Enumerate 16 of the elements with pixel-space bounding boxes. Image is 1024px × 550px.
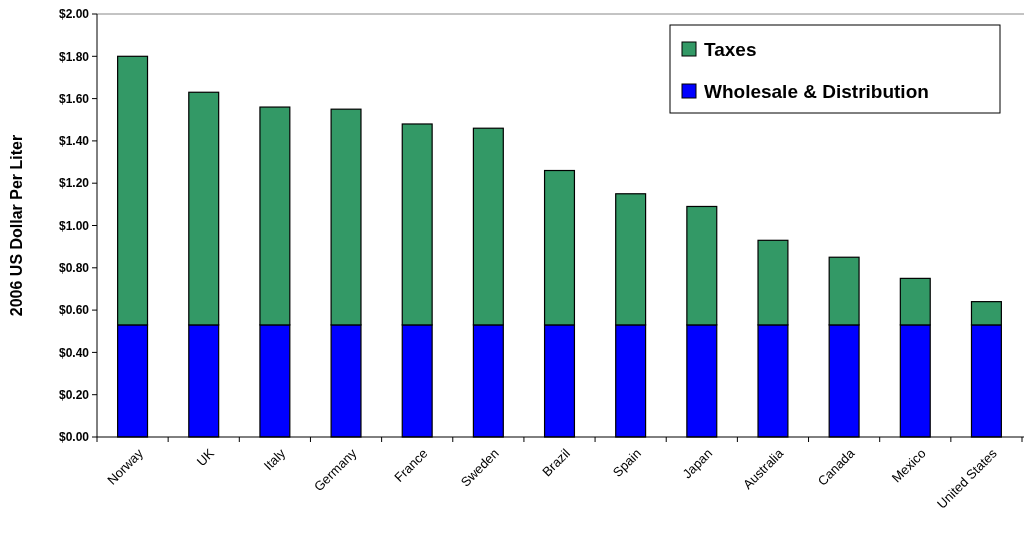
y-axis-title: 2006 US Dollar Per Liter — [8, 134, 25, 317]
y-tick-label: $0.80 — [58, 261, 90, 275]
y-tick-label: $1.20 — [58, 176, 90, 191]
y-tick-label: $1.40 — [58, 134, 90, 149]
y-tick-label: $1.60 — [58, 91, 90, 106]
legend-label: Wholesale & Distribution — [704, 80, 929, 102]
x-tick-label: Italy — [260, 445, 289, 474]
x-tick-label: UK — [193, 445, 218, 470]
y-tick-label: $0.60 — [58, 303, 90, 318]
y-tick-label: $0.40 — [58, 345, 90, 360]
y-tick-label: $0.20 — [58, 387, 90, 402]
legend-label: Taxes — [704, 38, 757, 60]
y-tick-label: $1.00 — [58, 218, 90, 233]
y-tick-label: $0.00 — [58, 430, 90, 445]
y-tick-label: $1.80 — [58, 49, 90, 64]
y-tick-label: $2.00 — [58, 7, 90, 22]
